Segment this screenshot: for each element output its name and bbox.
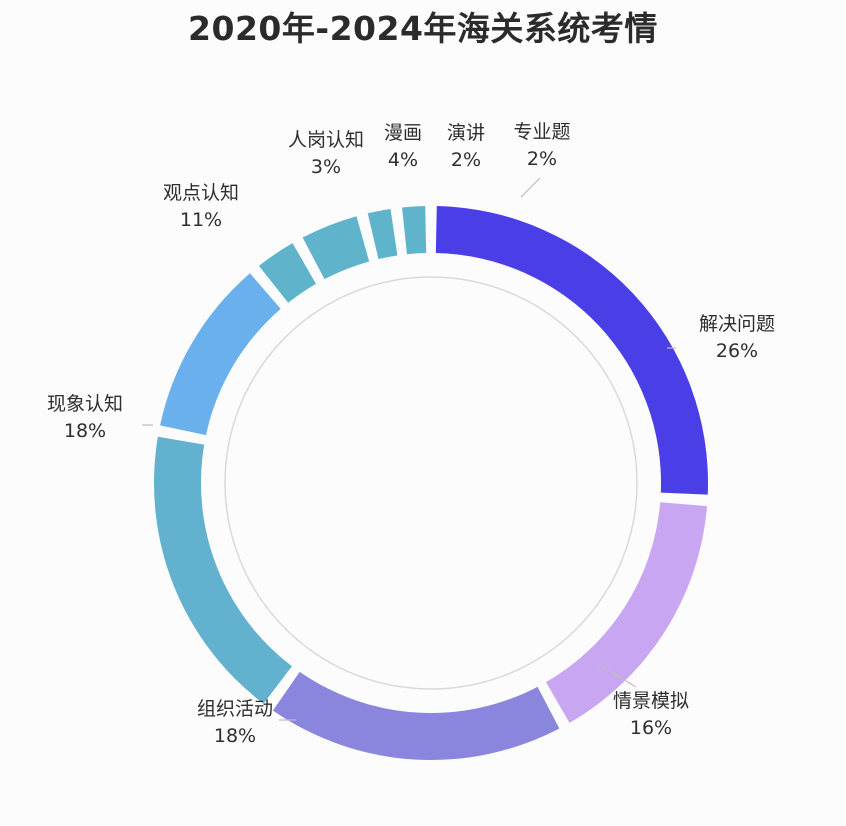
slice-percent: 3% (311, 156, 341, 178)
labels-group: 解决问题 26% 情景模拟 16% 组织活动 18% 现象认知 18% 观点认知 11% 人岗认知 3… (47, 121, 775, 747)
inner-ring (224, 276, 638, 690)
slice-情景模拟 (546, 502, 708, 723)
slice-label: 专业题 (513, 121, 570, 143)
slice-label: 漫画 (384, 122, 422, 144)
leader-line (520, 177, 541, 198)
slice-演讲 (367, 208, 398, 260)
slice-漫画 (302, 216, 370, 280)
chart-title: 2020年-2024年海关系统考情 (188, 9, 658, 48)
slice-label: 情景模拟 (613, 690, 689, 712)
slice-label: 组织活动 (197, 698, 273, 720)
slice-label: 现象认知 (47, 393, 123, 415)
slice-label: 演讲 (447, 122, 485, 144)
slice-label: 人岗认知 (288, 129, 364, 151)
slice-专业题 (402, 206, 427, 255)
slice-现象认知 (154, 436, 292, 704)
slice-percent: 18% (214, 725, 256, 747)
slice-percent: 2% (527, 148, 557, 170)
slice-label: 观点认知 (163, 182, 239, 204)
slice-percent: 16% (630, 717, 672, 739)
slice-label: 解决问题 (699, 313, 775, 335)
slice-percent: 26% (716, 340, 758, 362)
slice-percent: 2% (451, 149, 481, 171)
slice-组织活动 (272, 671, 560, 760)
slice-人岗认知 (258, 243, 316, 303)
slice-percent: 18% (64, 420, 106, 442)
slice-percent: 4% (388, 149, 418, 171)
leader-line (595, 662, 637, 688)
slice-观点认知 (160, 273, 281, 436)
slices-group (154, 206, 708, 760)
slice-解决问题 (435, 206, 708, 495)
slice-percent: 11% (180, 209, 222, 231)
